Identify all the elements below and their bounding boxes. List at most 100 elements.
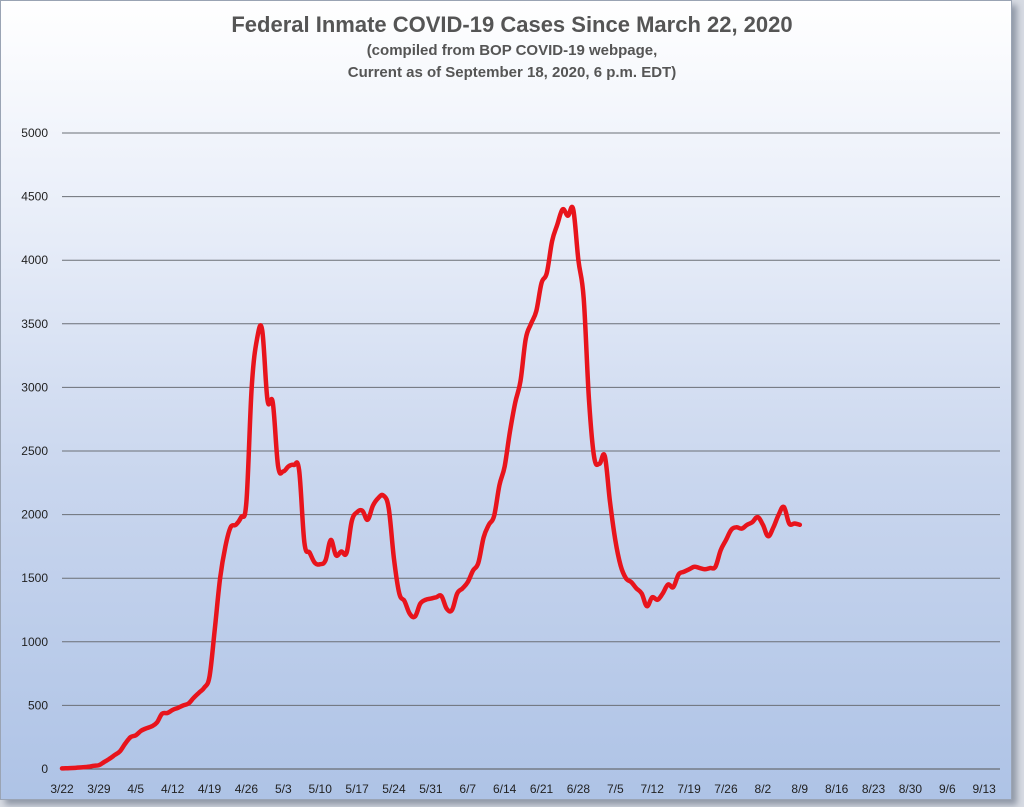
data-point bbox=[376, 496, 380, 500]
data-point bbox=[524, 337, 528, 341]
data-point bbox=[118, 749, 122, 753]
data-point bbox=[113, 753, 117, 757]
x-tick-label: 7/5 bbox=[607, 782, 624, 796]
data-point bbox=[250, 385, 254, 389]
data-point bbox=[202, 686, 206, 690]
y-tick-label: 4500 bbox=[21, 190, 48, 204]
y-axis-tick-labels: 0 500 1000 1500 2000 2500 3000 3500 4000 4500 5000 bbox=[21, 126, 48, 776]
data-point bbox=[402, 599, 407, 603]
data-point bbox=[229, 525, 233, 529]
data-point bbox=[371, 504, 375, 508]
data-point bbox=[761, 523, 765, 527]
data-point bbox=[756, 515, 760, 519]
x-tick-label: 4/12 bbox=[161, 782, 185, 796]
x-tick-label: 6/28 bbox=[567, 782, 591, 796]
y-tick-label: 2000 bbox=[21, 508, 48, 522]
x-tick-label: 7/26 bbox=[714, 782, 738, 796]
data-point bbox=[545, 271, 549, 275]
data-point bbox=[571, 207, 575, 211]
y-tick-label: 1000 bbox=[21, 635, 48, 649]
data-point bbox=[698, 566, 702, 570]
data-point bbox=[155, 721, 159, 725]
data-point bbox=[450, 608, 454, 612]
data-point bbox=[192, 696, 196, 700]
data-point bbox=[687, 567, 691, 571]
data-point bbox=[234, 523, 238, 527]
data-point bbox=[171, 708, 175, 712]
x-tick-label: 8/23 bbox=[862, 782, 886, 796]
data-point bbox=[529, 322, 533, 326]
data-point bbox=[592, 455, 596, 459]
data-point bbox=[213, 627, 217, 631]
data-point bbox=[134, 733, 138, 737]
data-point bbox=[692, 565, 697, 569]
data-point bbox=[713, 565, 718, 569]
data-point bbox=[708, 566, 712, 570]
series-line-0 bbox=[59, 204, 803, 771]
data-point bbox=[123, 742, 127, 746]
data-point bbox=[492, 514, 496, 518]
data-point bbox=[629, 580, 633, 584]
data-point bbox=[613, 538, 617, 542]
data-point bbox=[719, 548, 723, 552]
data-point bbox=[297, 468, 301, 472]
chart-subtitle-line-2: Current as of September 18, 2020, 6 p.m.… bbox=[347, 64, 677, 81]
data-point bbox=[70, 766, 75, 770]
data-point bbox=[734, 525, 739, 529]
x-tick-label: 8/9 bbox=[791, 782, 808, 796]
x-tick-label: 6/14 bbox=[493, 782, 517, 796]
data-point bbox=[366, 518, 370, 522]
chart-title-block: Federal Inmate COVID-19 Cases Since Marc… bbox=[0, 10, 1024, 84]
data-point bbox=[260, 328, 264, 332]
data-point bbox=[329, 538, 333, 542]
data-point bbox=[345, 551, 349, 555]
data-point bbox=[255, 337, 259, 341]
data-point bbox=[276, 464, 280, 468]
data-point bbox=[418, 602, 422, 606]
data-point bbox=[666, 583, 670, 587]
data-point bbox=[634, 586, 639, 591]
data-point bbox=[561, 207, 565, 211]
y-tick-label: 4000 bbox=[21, 253, 48, 267]
data-point bbox=[619, 563, 623, 568]
y-tick-label: 3000 bbox=[21, 380, 48, 394]
data-point bbox=[197, 691, 201, 695]
data-point bbox=[102, 760, 106, 764]
data-point bbox=[518, 379, 523, 383]
data-point bbox=[671, 585, 675, 589]
data-point bbox=[645, 604, 649, 608]
data-point bbox=[539, 281, 544, 285]
data-point bbox=[397, 591, 401, 596]
data-point bbox=[650, 595, 654, 599]
data-point bbox=[323, 558, 328, 563]
data-point bbox=[165, 711, 169, 715]
data-point bbox=[534, 309, 538, 313]
data-point bbox=[144, 726, 148, 730]
x-tick-label: 4/19 bbox=[198, 782, 222, 796]
data-point bbox=[424, 598, 428, 602]
series-layer bbox=[59, 204, 803, 771]
data-point bbox=[482, 535, 486, 540]
data-point bbox=[587, 398, 591, 402]
data-point bbox=[392, 557, 396, 561]
data-point bbox=[271, 401, 275, 405]
data-point bbox=[703, 567, 707, 571]
data-point bbox=[677, 572, 681, 577]
data-point bbox=[308, 551, 312, 555]
data-point bbox=[429, 597, 433, 601]
data-point bbox=[724, 538, 728, 542]
x-axis-tick-labels: 3/22 3/29 4/5 4/12 4/19 4/26 5/3 5/10 5/17 5/24 5/… bbox=[50, 782, 996, 796]
data-point bbox=[766, 534, 770, 538]
x-tick-label: 8/16 bbox=[825, 782, 849, 796]
y-tick-label: 2500 bbox=[21, 444, 48, 458]
x-tick-label: 6/7 bbox=[459, 782, 476, 796]
data-point bbox=[550, 239, 554, 243]
data-point bbox=[597, 462, 602, 466]
x-tick-label: 3/22 bbox=[50, 782, 74, 796]
data-point bbox=[387, 506, 391, 510]
data-point bbox=[107, 757, 111, 761]
data-point bbox=[740, 527, 744, 531]
data-point bbox=[413, 614, 417, 619]
data-point bbox=[576, 258, 581, 262]
data-point bbox=[608, 500, 612, 504]
